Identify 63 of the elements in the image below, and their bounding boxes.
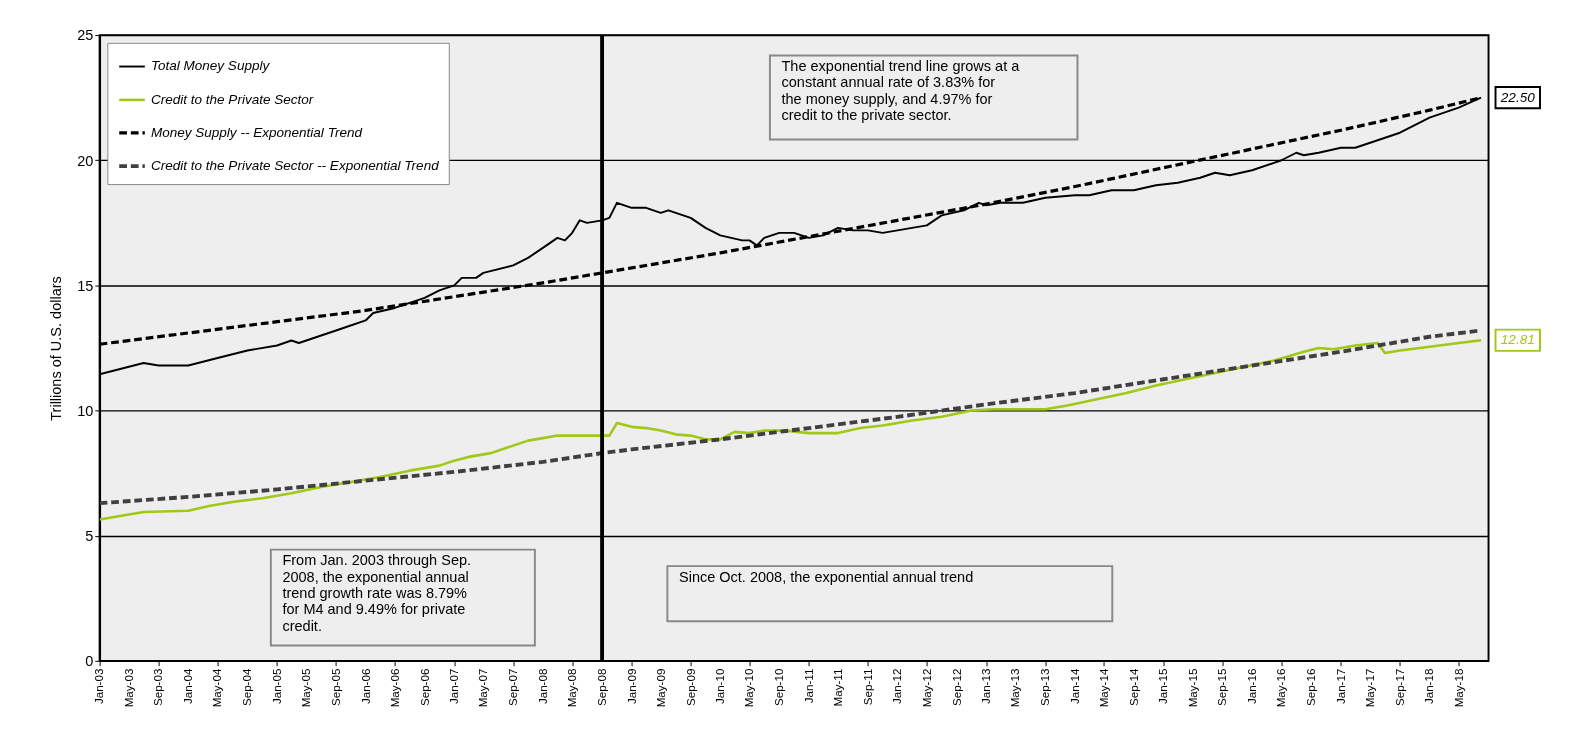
x-tick-label: May-05 [299,668,313,708]
x-tick-label: Sep-03 [151,668,165,707]
x-tick-label: May-11 [830,668,844,707]
y-tick-label: 20 [77,152,94,169]
x-tick-label: May-18 [1451,668,1465,708]
x-tick-label: Sep-14 [1126,668,1140,707]
x-tick-label: Jan-06 [358,668,372,705]
x-tick-label: Jan-16 [1244,668,1258,705]
x-tick-label: Jan-10 [713,668,727,705]
x-tick-label: Jan-17 [1333,668,1347,705]
x-tick-label: Sep-11 [860,668,874,706]
y-tick-label: 15 [77,277,94,294]
legend-label: Credit to the Private Sector -- Exponential Trend [150,158,440,174]
x-tick-label: Jan-12 [890,668,904,705]
x-tick-label: Sep-08 [594,668,608,707]
annotation: The exponential trend line grows at a constant annual rate of 3.83% for the money supply, and 4.97% for credit to the private sector. [781,57,1021,124]
x-tick-label: May-03 [121,668,135,708]
x-tick-label: May-04 [210,668,224,708]
x-tick-label: Sep-06 [417,668,431,707]
x-tick-label: Jan-07 [447,668,461,705]
legend-label: Credit to the Private Sector [150,91,314,107]
x-tick-label: Jan-18 [1422,668,1436,705]
x-tick-label: May-17 [1362,668,1376,708]
annotation: From Jan. 2003 through Sep. 2008, the exponential annual trend growth rate was 8.79% for M4 and 9.49% for private credit. [282,552,472,634]
x-tick-label: Jan-04 [181,668,195,705]
x-tick-label: Sep-05 [328,668,342,707]
y-axis-title: Trillions of U.S. dollars [47,276,64,421]
x-tick-label: Sep-16 [1304,668,1318,707]
y-tick-label: 5 [85,528,94,545]
annotation: 22.50 [1499,89,1536,105]
x-tick-label: May-06 [387,668,401,708]
x-tick-label: Sep-04 [240,668,254,707]
x-tick-label: May-09 [653,668,667,708]
x-tick-label: Sep-12 [949,668,963,707]
y-tick-label: 25 [77,27,94,44]
x-tick-label: Jan-11 [801,668,815,704]
x-tick-label: May-13 [1008,668,1022,708]
x-tick-label: Jan-13 [979,668,993,705]
x-tick-label: May-08 [565,668,579,708]
x-tick-label: May-07 [476,668,490,708]
x-tick-label: Sep-13 [1038,668,1052,707]
x-tick-label: Sep-17 [1392,668,1406,707]
x-tick-label: Sep-15 [1215,668,1229,707]
x-tick-label: Jan-05 [269,668,283,705]
x-tick-label: Sep-09 [683,668,697,707]
annotation: 12.81 [1500,332,1535,348]
x-tick-label: May-15 [1185,668,1199,708]
y-tick-label: 0 [85,653,94,670]
legend-label: Money Supply -- Exponential Trend [150,124,363,140]
x-tick-label: Jan-15 [1156,668,1170,705]
x-tick-label: Jan-08 [535,668,549,705]
x-tick-label: Jan-03 [92,668,106,705]
x-tick-label: Jan-14 [1067,668,1081,705]
x-tick-label: Sep-07 [506,668,520,707]
x-tick-label: May-16 [1274,668,1288,708]
legend-label: Total Money Supply [150,58,271,74]
x-tick-label: May-10 [742,668,756,708]
x-tick-label: May-14 [1096,668,1110,708]
x-tick-label: May-12 [919,668,933,708]
y-tick-label: 10 [77,402,94,419]
x-tick-label: Sep-10 [772,668,786,707]
annotation: Since Oct. 2008, the exponential annual trend [678,568,974,585]
x-tick-label: Jan-09 [624,668,638,705]
